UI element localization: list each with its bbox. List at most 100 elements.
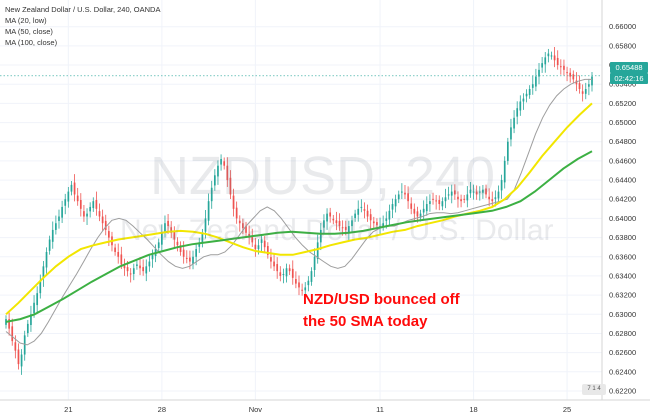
annotation-line-1: NZD/USD bounced off	[303, 291, 460, 308]
candle	[263, 236, 266, 254]
legend-ma50[interactable]: MA (50, close)	[5, 27, 53, 36]
candle	[401, 183, 403, 200]
candle	[435, 195, 438, 210]
candle	[488, 188, 490, 207]
candle	[282, 268, 285, 284]
candle	[444, 188, 447, 209]
candle	[503, 156, 506, 189]
candle	[438, 195, 441, 211]
candle	[407, 186, 409, 209]
candle	[123, 258, 126, 276]
candle	[360, 199, 363, 213]
candle	[254, 237, 257, 257]
candle	[559, 59, 562, 75]
candle	[348, 220, 350, 241]
annotation-line-2: the 50 SMA today	[303, 313, 428, 330]
candle	[522, 93, 525, 110]
candle	[167, 214, 169, 234]
candle	[291, 260, 294, 285]
candle	[139, 257, 141, 276]
candle	[410, 197, 413, 215]
candle	[538, 62, 540, 85]
candle	[450, 184, 453, 204]
candle	[332, 214, 335, 225]
candle	[388, 204, 391, 225]
candle	[404, 185, 406, 200]
candle	[223, 157, 226, 170]
candle	[132, 263, 135, 281]
candle	[584, 82, 587, 100]
candle	[329, 207, 332, 223]
price-tick-label: 0.64200	[609, 195, 636, 204]
candle	[242, 218, 244, 235]
candle	[70, 181, 73, 196]
price-axis[interactable]: 0.660000.658000.656000.654000.652000.650…	[609, 22, 636, 395]
candle	[472, 184, 475, 200]
time-tick-label: 11	[376, 405, 384, 414]
candle	[478, 186, 481, 201]
candle	[516, 101, 519, 125]
candle	[556, 50, 559, 70]
price-tick-label: 0.62600	[609, 348, 636, 357]
candle	[357, 200, 360, 222]
candle	[578, 75, 581, 94]
candle	[463, 195, 466, 204]
candle	[457, 191, 459, 208]
candle	[482, 185, 484, 199]
candle	[235, 201, 238, 224]
candle	[572, 70, 575, 84]
candle	[566, 66, 568, 82]
candle	[36, 286, 39, 313]
candle	[541, 57, 543, 73]
legend-symbol[interactable]: New Zealand Dollar / U.S. Dollar, 240, O…	[5, 5, 161, 14]
candle	[5, 315, 7, 329]
price-tick-label: 0.63000	[609, 310, 636, 319]
candle	[73, 174, 76, 202]
candle	[528, 85, 531, 99]
time-tick-label: 18	[469, 405, 477, 414]
ma100-line	[5, 150, 593, 323]
candle	[76, 187, 79, 206]
candle	[519, 95, 522, 116]
candle	[251, 228, 254, 247]
price-tick-label: 0.64600	[609, 156, 636, 165]
candle	[61, 200, 63, 224]
candle	[460, 194, 462, 208]
candle	[42, 260, 45, 287]
candle	[79, 193, 82, 217]
candle	[145, 259, 148, 282]
candle	[45, 247, 48, 274]
candle	[101, 209, 104, 231]
candle	[304, 282, 307, 299]
price-tick-label: 0.64400	[609, 176, 636, 185]
candle	[217, 160, 219, 185]
candle	[288, 264, 291, 275]
candle	[210, 180, 213, 209]
bar-countdown-tag: 02:42:16	[610, 73, 648, 84]
candle	[298, 275, 300, 296]
candle	[273, 253, 275, 271]
candle	[326, 208, 328, 230]
candle	[525, 89, 528, 103]
price-tick-label: 0.63600	[609, 252, 636, 261]
time-axis[interactable]: 2128Nov111825Dec9	[64, 405, 650, 414]
candle	[270, 248, 272, 269]
candle	[226, 157, 229, 187]
candle	[136, 260, 138, 270]
candle	[51, 221, 54, 249]
legend-ma20[interactable]: MA (20, low)	[5, 16, 47, 25]
legend-ma100[interactable]: MA (100, close)	[5, 38, 58, 47]
candle	[232, 188, 235, 217]
candle	[351, 215, 353, 233]
tradingview-logo[interactable]: 7 1 4	[582, 384, 606, 395]
candle	[8, 310, 10, 336]
candle	[83, 205, 85, 222]
candle	[198, 237, 201, 253]
candle	[441, 197, 444, 211]
candle	[67, 186, 70, 208]
ma20-line	[5, 78, 592, 346]
candle	[550, 51, 553, 60]
candle	[391, 198, 394, 219]
candle	[335, 211, 338, 231]
